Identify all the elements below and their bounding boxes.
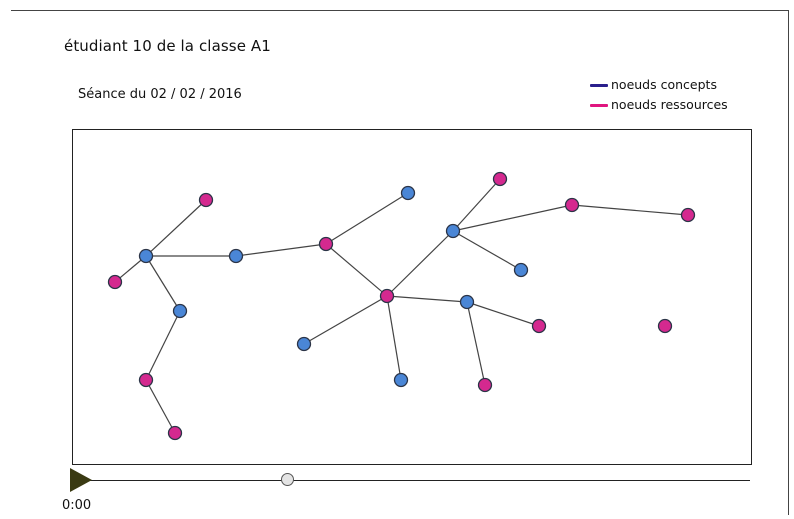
resource-node[interactable] <box>531 318 547 334</box>
concept-node[interactable] <box>445 223 461 239</box>
resource-node[interactable] <box>492 171 508 187</box>
resource-node[interactable] <box>198 192 214 208</box>
graph-edge <box>325 192 409 245</box>
session-date: Séance du 02 / 02 / 2016 <box>78 87 242 102</box>
legend-label-resources: noeuds ressources <box>611 97 728 112</box>
page-title: étudiant 10 de la classe A1 <box>64 37 271 55</box>
graph-edge <box>452 178 501 232</box>
graph-edge <box>386 230 454 297</box>
legend-swatch-resources <box>590 103 608 107</box>
concept-node[interactable] <box>513 262 529 278</box>
graph-edge <box>386 295 402 381</box>
concept-node[interactable] <box>400 185 416 201</box>
graph-edge <box>325 243 388 297</box>
graph-edge <box>452 230 522 271</box>
resource-node[interactable] <box>477 377 493 393</box>
legend-swatch-concepts <box>590 83 608 87</box>
resource-node[interactable] <box>138 372 154 388</box>
window-frame <box>11 10 789 515</box>
graph-edge <box>466 301 486 386</box>
graph-edge <box>452 204 573 232</box>
resource-node[interactable] <box>167 425 183 441</box>
time-label: 0:00 <box>62 498 92 513</box>
graph-edge <box>145 310 181 381</box>
resource-node[interactable] <box>680 207 696 223</box>
graph-edge <box>466 301 540 327</box>
concept-node[interactable] <box>296 336 312 352</box>
graph-edge <box>145 199 207 257</box>
graph-edge <box>386 295 468 303</box>
resource-node[interactable] <box>564 197 580 213</box>
resource-node[interactable] <box>379 288 395 304</box>
resource-node[interactable] <box>107 274 123 290</box>
timeline-scrubber[interactable] <box>281 473 294 486</box>
concept-node[interactable] <box>459 294 475 310</box>
concept-node[interactable] <box>393 372 409 388</box>
graph-nodes <box>107 171 696 441</box>
graph-panel <box>72 129 752 465</box>
graph-edge <box>145 379 176 434</box>
concept-node[interactable] <box>228 248 244 264</box>
graph-edge <box>303 295 388 345</box>
legend: noeuds concepts noeuds ressources <box>590 75 728 115</box>
concept-node[interactable] <box>172 303 188 319</box>
graph-edges <box>114 178 689 434</box>
graph-edge <box>145 255 181 312</box>
graph-edge <box>571 204 689 216</box>
timeline-track[interactable] <box>90 480 750 481</box>
legend-label-concepts: noeuds concepts <box>611 77 717 92</box>
resource-node[interactable] <box>657 318 673 334</box>
resource-node[interactable] <box>318 236 334 252</box>
play-button[interactable] <box>70 468 92 492</box>
graph-edge <box>235 243 327 257</box>
legend-item-concepts: noeuds concepts <box>590 75 728 95</box>
legend-item-resources: noeuds ressources <box>590 95 728 115</box>
concept-node[interactable] <box>138 248 154 264</box>
